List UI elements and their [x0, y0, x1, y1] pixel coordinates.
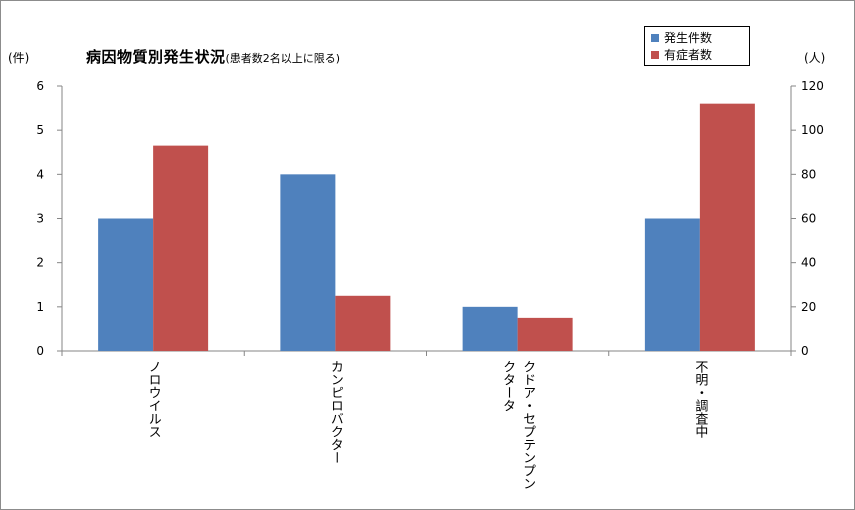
left-tick-label: 3: [36, 212, 44, 226]
legend-label-cases: 発生件数: [664, 31, 713, 45]
right-tick-label: 40: [801, 256, 816, 270]
right-tick-label: 20: [801, 300, 816, 314]
bar-cases: [462, 306, 518, 351]
right-tick-label: 60: [801, 212, 816, 226]
left-tick-label: 6: [36, 79, 44, 93]
legend: 発生件数 有症者数: [644, 26, 750, 66]
title-subtitle: (患者数2名以上に限る): [225, 52, 341, 65]
right-tick-label: 0: [801, 344, 809, 358]
bar-patients: [153, 145, 209, 351]
category-label: クドア・セプテンプン: [520, 360, 536, 490]
category-label: ノロウイルス: [146, 360, 161, 438]
right-tick-label: 80: [801, 167, 816, 181]
left-tick-label: 4: [36, 167, 44, 181]
left-tick-label: 1: [36, 300, 44, 314]
bar-cases: [280, 174, 336, 351]
right-tick-label: 120: [801, 79, 824, 93]
legend-item-cases: 発生件数: [651, 29, 743, 46]
bar-patients: [335, 295, 391, 351]
category-label: カンピロバクター: [328, 360, 344, 464]
chart-title: 病因物質別発生状況(患者数2名以上に限る): [86, 46, 340, 67]
category-label: クタータ: [500, 360, 515, 412]
left-axis-unit: (件): [8, 51, 30, 65]
title-main: 病因物質別発生状況: [86, 48, 226, 66]
left-tick-label: 2: [36, 256, 44, 270]
left-tick-label: 0: [36, 344, 44, 358]
legend-swatch-patients: [651, 50, 659, 59]
bar-patients: [699, 103, 755, 352]
legend-swatch-cases: [651, 33, 659, 42]
legend-item-patients: 有症者数: [651, 46, 743, 63]
left-tick-label: 5: [36, 123, 44, 137]
bar-patients: [517, 317, 573, 351]
right-axis-unit: (人): [804, 51, 826, 65]
legend-label-patients: 有症者数: [664, 48, 713, 62]
bar-cases: [644, 218, 700, 351]
right-tick-label: 100: [801, 123, 824, 137]
category-label: 不明・調査中: [692, 360, 708, 438]
bar-cases: [98, 218, 154, 351]
